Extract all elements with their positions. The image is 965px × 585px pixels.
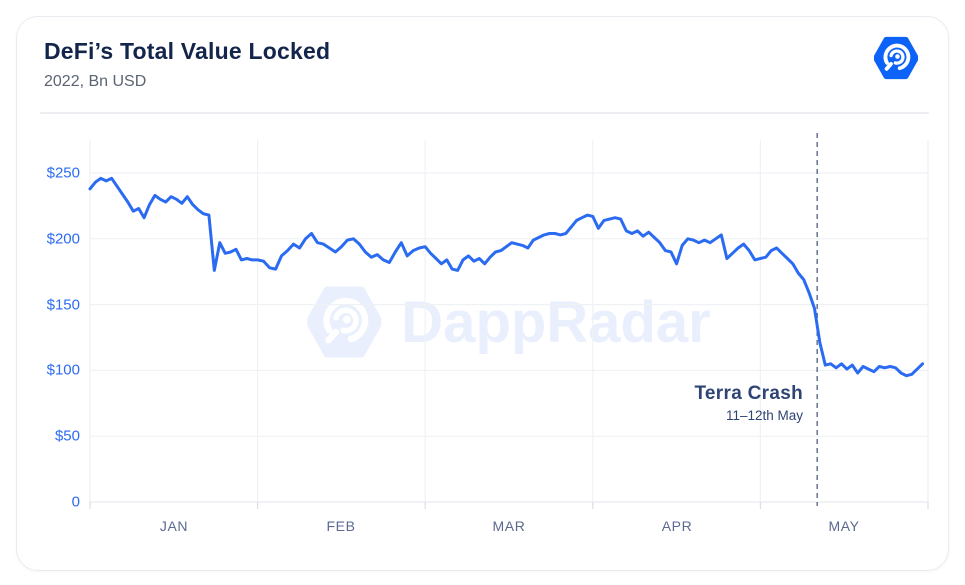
radar-hexagon-icon [873,36,919,80]
chart-card [16,16,949,571]
y-axis-label: $200 [46,230,80,248]
x-axis-label: APR [661,518,693,534]
y-axis-label: $150 [46,296,80,314]
y-axis-label: $50 [54,427,80,445]
y-axis-label: $250 [46,164,80,182]
x-axis-label: JAN [159,518,189,534]
page-title: DeFi’s Total Value Locked [44,38,331,64]
y-axis-label: $100 [46,361,80,379]
annotation-title: Terra Crash [694,383,803,404]
y-axis-label: 0 [71,493,80,511]
x-axis-label: MAY [828,518,860,534]
x-axis-label: MAR [492,518,526,534]
annotation-subtitle: 11–12th May [725,408,803,423]
x-axis-label: FEB [326,518,356,534]
terra-crash-annotation: Terra Crash 11–12th May [694,383,803,423]
header-divider [40,112,929,114]
page-subtitle: 2022, Bn USD [44,73,147,90]
dappradar-logo[interactable] [873,36,919,80]
